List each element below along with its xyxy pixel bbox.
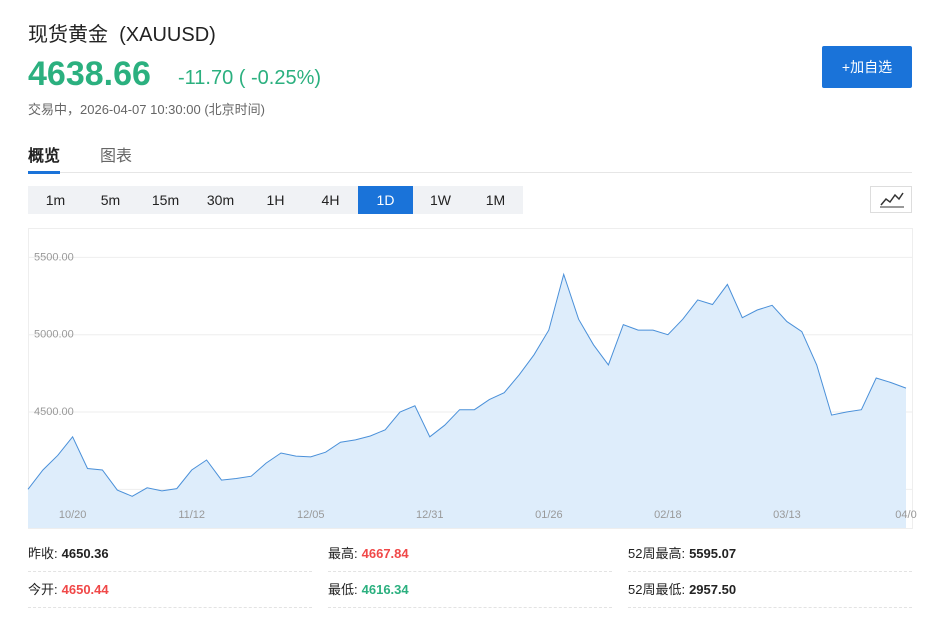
icon	[880, 192, 904, 208]
change: -11.70 ( -0.25%)	[178, 67, 322, 89]
stat-value: 4650.44	[61, 582, 109, 597]
stat-label: 52周最高:	[628, 546, 686, 561]
x-tick-label: 02/18	[654, 509, 682, 521]
interval-bar: 1m 5m 15m 30m 1H 4H 1D 1W 1M	[28, 186, 523, 214]
symbol: (XAUUSD)	[119, 24, 216, 46]
stat: 昨收: 4650.36	[28, 536, 312, 572]
interval-button[interactable]: 15m	[151, 192, 180, 208]
chart-frame	[28, 228, 913, 529]
status: 交易中，2026-04-07 10:30:00 (北京时间)	[28, 102, 265, 117]
x-tick-label: 12/05	[297, 509, 325, 521]
x-tick-label: 12/31	[416, 509, 444, 521]
stat: 52周最低: 2957.50	[628, 572, 912, 608]
interval-button[interactable]: 1H	[266, 192, 285, 208]
stat: 最高: 4667.84	[328, 536, 612, 572]
stat-value: 4616.34	[361, 582, 409, 597]
y-tick-label: 4000.00	[34, 483, 74, 495]
interval-button[interactable]: 1W	[430, 192, 451, 208]
x-tick-label: 04/0	[895, 509, 916, 521]
stat: 52周最高: 5595.07	[628, 536, 912, 572]
interval-button[interactable]: 4H	[321, 192, 340, 208]
name: 现货黄金	[28, 24, 108, 46]
y-tick-label: 5000.00	[34, 329, 74, 341]
tab[interactable]: 图表	[100, 148, 133, 165]
stat-label: 最高:	[328, 546, 358, 561]
title: 现货黄金 (XAUUSD)	[28, 18, 216, 47]
chart-type-button[interactable]	[870, 186, 912, 213]
stat-value: 5595.07	[689, 546, 737, 561]
x-tick-label: 10/20	[59, 509, 87, 521]
x-tick-label: 03/13	[773, 509, 801, 521]
stat: 最低: 4616.34	[328, 572, 612, 608]
x-tick-label: 11/12	[178, 509, 205, 521]
stat-value: 4650.36	[61, 546, 109, 561]
stat-label: 52周最低:	[628, 582, 686, 597]
y-tick-label: 5500.00	[34, 251, 74, 263]
y-tick-label: 4500.00	[34, 406, 74, 418]
x-tick-label: 01/26	[535, 509, 563, 521]
interval-button[interactable]: 1D	[358, 186, 413, 214]
add-watchlist-button[interactable]: +加自选	[822, 46, 912, 88]
interval-button[interactable]: 30m	[206, 192, 235, 208]
interval-button[interactable]: 1M	[485, 192, 506, 208]
interval-button[interactable]: 1m	[45, 192, 66, 208]
interval-button[interactable]: 5m	[100, 192, 121, 208]
line	[27, 272, 907, 497]
tab[interactable]: 概览	[28, 142, 61, 174]
stat: 今开: 4650.44	[28, 572, 312, 608]
stat-label: 最低:	[328, 582, 358, 597]
tabs: 概览 图表	[28, 142, 912, 174]
stat-value: 2957.50	[689, 582, 737, 597]
price: 4638.66	[28, 55, 151, 93]
stat-label: 今开:	[28, 582, 58, 597]
stat-value: 4667.84	[361, 546, 409, 561]
stat-label: 昨收:	[28, 546, 58, 561]
area	[28, 274, 906, 528]
